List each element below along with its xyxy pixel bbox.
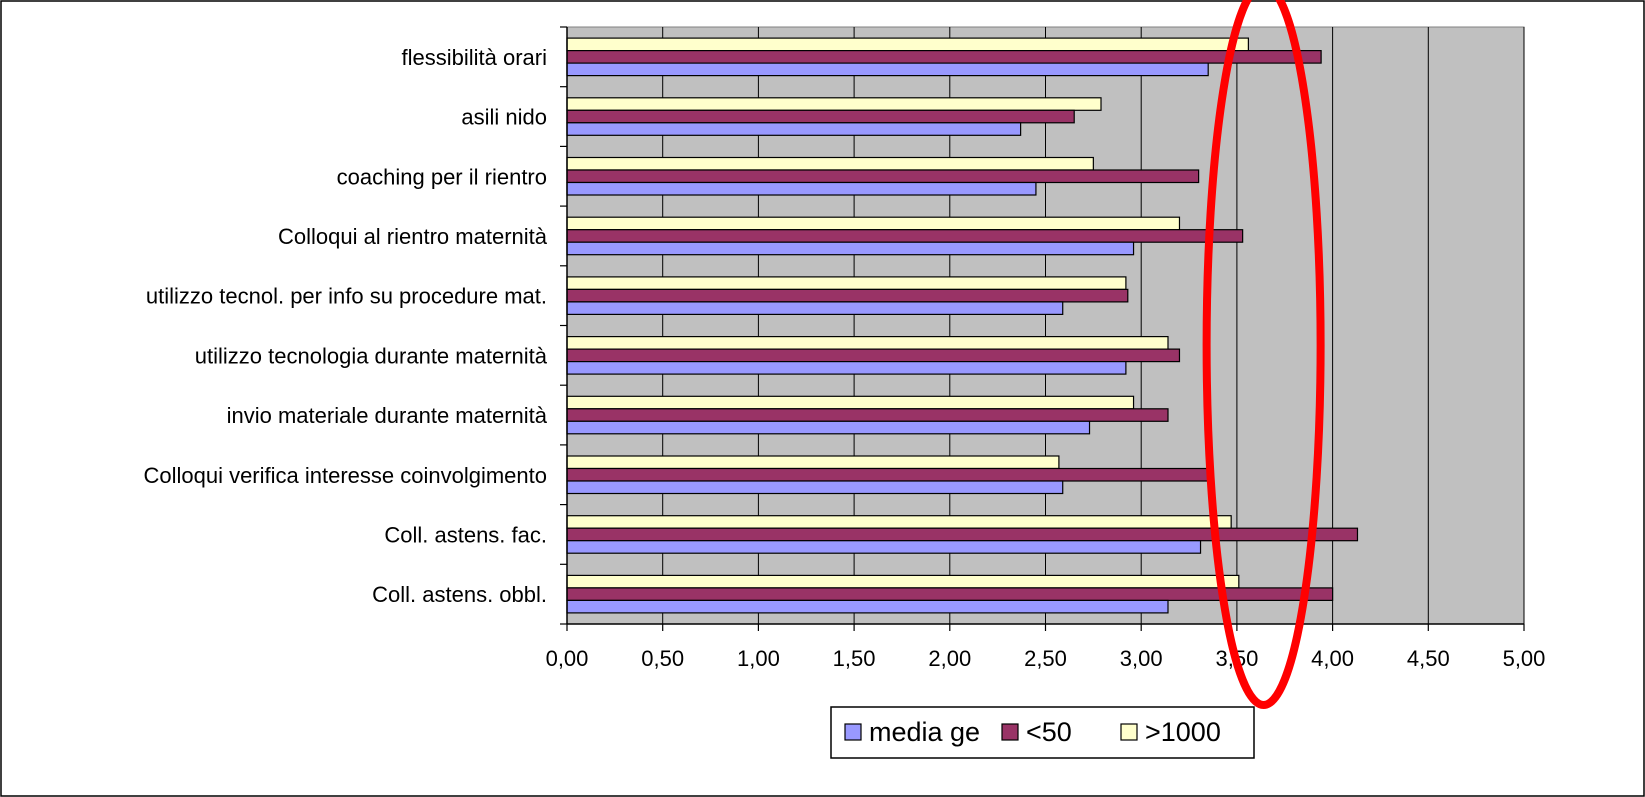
bar xyxy=(566,301,1064,315)
bar xyxy=(566,527,1359,542)
bar xyxy=(566,574,1240,589)
legend-box xyxy=(830,706,1255,759)
bar xyxy=(566,241,1135,256)
bar xyxy=(566,599,1169,614)
category-label: invio materiale durante maternità xyxy=(227,403,548,428)
legend-label: <50 xyxy=(1026,717,1072,747)
x-tick-label: 4,50 xyxy=(1407,646,1450,671)
bar xyxy=(566,229,1244,243)
bar xyxy=(566,288,1129,303)
bar xyxy=(566,540,1202,554)
bar xyxy=(566,109,1075,124)
bar xyxy=(566,156,1094,171)
bars xyxy=(566,37,1359,614)
x-tick-label: 1,50 xyxy=(833,646,876,671)
bar xyxy=(566,97,1102,111)
bar xyxy=(566,216,1181,231)
bar xyxy=(566,336,1169,350)
highlight-ellipse xyxy=(1202,0,1325,709)
bar xyxy=(566,420,1091,435)
category-label: Colloqui verifica interesse coinvolgimen… xyxy=(143,463,547,488)
legend-label: media ge xyxy=(869,717,980,747)
legend-swatch xyxy=(1001,723,1019,741)
legend-label: >1000 xyxy=(1145,717,1221,747)
bar xyxy=(566,467,1211,482)
bar xyxy=(566,455,1060,470)
axes xyxy=(560,26,1525,631)
x-tick-label: 3,00 xyxy=(1120,646,1163,671)
x-tick-label: 1,00 xyxy=(737,646,780,671)
bar xyxy=(566,122,1022,136)
bar xyxy=(566,62,1209,77)
category-label: Colloqui al rientro maternità xyxy=(278,224,548,249)
bar xyxy=(566,361,1127,375)
x-tick-labels: 0,00 0,50 1,00 1,50 2,00 2,50 3,00 3,50 4,00 4,50… xyxy=(546,646,1546,671)
category-label: utilizzo tecnologia durante maternità xyxy=(195,343,548,368)
bar xyxy=(566,348,1181,363)
bar xyxy=(566,395,1135,410)
bar xyxy=(566,276,1127,290)
x-tick-label: 4,00 xyxy=(1311,646,1354,671)
category-label: coaching per il rientro xyxy=(337,164,547,189)
bar xyxy=(566,587,1334,602)
category-labels: flessibilità orari asili nido coaching per… xyxy=(143,45,547,607)
x-tick-label: 5,00 xyxy=(1503,646,1546,671)
bar xyxy=(566,408,1169,422)
category-label: Coll. astens. obbl. xyxy=(372,582,547,607)
category-label: asili nido xyxy=(461,105,547,130)
legend: media ge <50 >1000 xyxy=(830,706,1255,759)
category-label: utilizzo tecnol. per info su procedure m… xyxy=(146,284,547,309)
bar xyxy=(566,480,1064,495)
legend-swatch xyxy=(844,723,862,741)
category-label: Coll. astens. fac. xyxy=(384,522,547,547)
x-tick-label: 2,00 xyxy=(928,646,971,671)
bar xyxy=(566,49,1322,64)
x-tick-label: 2,50 xyxy=(1024,646,1067,671)
category-label: flessibilità orari xyxy=(402,45,548,70)
bar xyxy=(566,515,1232,529)
x-tick-label: 0,00 xyxy=(546,646,589,671)
bar xyxy=(566,181,1037,196)
x-tick-label: 0,50 xyxy=(641,646,684,671)
bar xyxy=(566,169,1200,184)
bar xyxy=(566,37,1249,52)
legend-swatch xyxy=(1120,723,1138,741)
